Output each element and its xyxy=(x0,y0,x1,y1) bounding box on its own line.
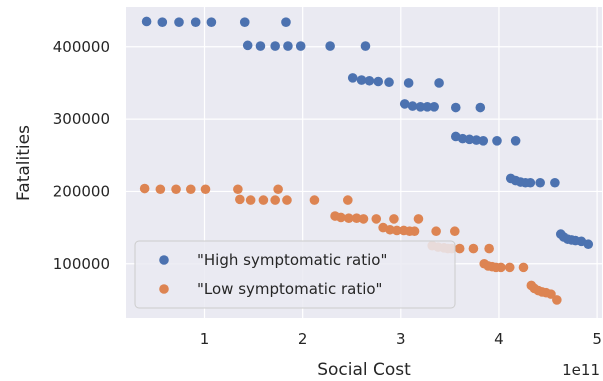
high-ratio-point xyxy=(347,73,358,83)
x-tick-label: 5 xyxy=(592,330,602,348)
high-ratio-point xyxy=(270,41,280,51)
high-ratio-point xyxy=(403,78,414,88)
high-ratio-point xyxy=(399,99,410,109)
legend-marker xyxy=(159,284,169,294)
low-ratio-point xyxy=(343,213,354,223)
low-ratio-point xyxy=(171,184,181,195)
low-ratio-point xyxy=(139,183,150,194)
low-ratio-point xyxy=(409,226,420,237)
high-ratio-point xyxy=(364,75,375,86)
high-ratio-point xyxy=(384,77,394,88)
high-ratio-point xyxy=(525,177,536,188)
low-ratio-point xyxy=(413,214,424,224)
low-ratio-point xyxy=(431,226,441,237)
low-ratio-point xyxy=(546,289,556,299)
y-axis-label: Fatalities xyxy=(14,125,34,201)
x-tick-label: 4 xyxy=(494,330,504,348)
high-ratio-point xyxy=(295,41,306,51)
x-axis-label: Social Cost xyxy=(317,360,411,380)
x-offset-text: 1e11 xyxy=(562,361,600,379)
low-ratio-point xyxy=(454,243,465,254)
high-ratio-point xyxy=(434,78,444,88)
x-tick-label: 1 xyxy=(200,330,210,348)
legend-marker xyxy=(159,255,169,265)
low-ratio-point xyxy=(273,184,283,195)
high-ratio-point xyxy=(415,102,426,112)
x-tick-label: 2 xyxy=(298,330,308,348)
low-ratio-point xyxy=(468,243,479,254)
high-ratio-point xyxy=(242,40,253,51)
legend-box xyxy=(134,240,456,309)
high-ratio-point xyxy=(475,102,486,113)
low-ratio-point xyxy=(552,295,562,305)
high-ratio-point xyxy=(356,75,367,85)
high-ratio-point xyxy=(510,136,521,146)
low-ratio-point xyxy=(504,262,515,273)
low-ratio-point xyxy=(233,184,243,195)
low-ratio-point xyxy=(245,195,256,205)
high-ratio-point xyxy=(325,41,335,51)
high-ratio-point xyxy=(583,239,594,250)
y-tick-label: 100000 xyxy=(53,255,110,273)
low-ratio-point xyxy=(258,195,269,205)
high-ratio-point xyxy=(360,41,371,51)
y-tick-label: 200000 xyxy=(53,182,110,200)
low-ratio-point xyxy=(185,184,196,195)
high-ratio-point xyxy=(190,17,201,27)
y-tick-label: 400000 xyxy=(53,38,110,56)
low-ratio-point xyxy=(235,194,245,205)
low-ratio-point xyxy=(343,195,353,205)
high-ratio-point xyxy=(373,76,384,87)
low-ratio-point xyxy=(358,214,369,224)
low-ratio-point xyxy=(371,214,382,224)
high-ratio-point xyxy=(239,17,250,27)
low-ratio-point xyxy=(496,262,506,273)
high-ratio-point xyxy=(492,136,502,146)
low-ratio-point xyxy=(336,212,346,223)
low-ratio-point xyxy=(155,184,166,195)
legend-label: "Low symptomatic ratio" xyxy=(197,280,382,298)
high-ratio-point xyxy=(550,177,560,188)
y-tick-label: 300000 xyxy=(53,110,110,128)
legend-label: "High symptomatic ratio" xyxy=(197,251,387,269)
high-ratio-point xyxy=(255,41,266,51)
high-ratio-point xyxy=(281,17,291,27)
high-ratio-point xyxy=(407,101,418,111)
low-ratio-point xyxy=(392,225,402,236)
high-ratio-point xyxy=(422,102,433,112)
low-ratio-point xyxy=(449,226,460,237)
high-ratio-point xyxy=(174,17,184,27)
high-ratio-point xyxy=(283,41,293,51)
high-ratio-point xyxy=(429,102,439,112)
low-ratio-point xyxy=(518,262,529,273)
low-ratio-point xyxy=(389,214,399,224)
high-ratio-point xyxy=(206,17,217,27)
high-ratio-point xyxy=(535,177,545,188)
low-ratio-point xyxy=(309,195,320,205)
high-ratio-point xyxy=(141,16,152,27)
low-ratio-point xyxy=(282,195,292,205)
low-ratio-point xyxy=(270,195,280,205)
low-ratio-point xyxy=(200,184,211,195)
high-ratio-point xyxy=(450,102,461,113)
high-ratio-point xyxy=(478,136,489,146)
x-tick-label: 3 xyxy=(396,330,406,348)
low-ratio-point xyxy=(484,243,494,254)
high-ratio-point xyxy=(157,17,168,27)
